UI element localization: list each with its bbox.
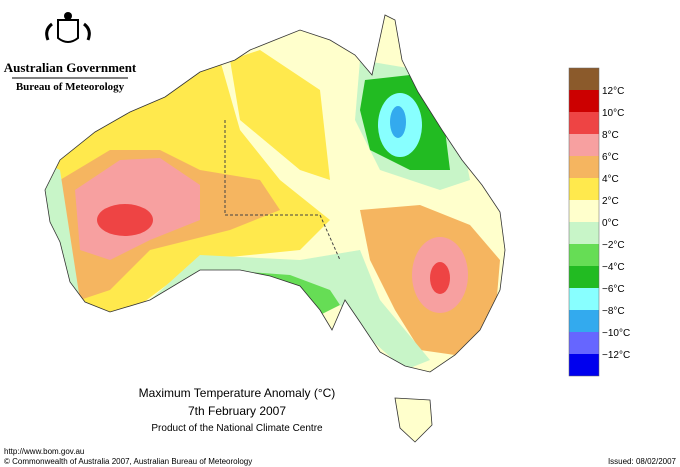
legend-swatch: [569, 200, 599, 222]
legend-label: −4°C: [602, 262, 625, 273]
legend-swatch: [569, 68, 599, 90]
legend-frame: [568, 67, 600, 377]
legend-swatch: [569, 332, 599, 354]
legend: 12°C 10°C 8°C 6°C 4°C 2°C 0°C −2°C −4°C −6°C −8°C −…: [568, 67, 630, 377]
legend-swatch: [569, 134, 599, 156]
legend-swatch: [569, 178, 599, 200]
legend-swatch: [569, 354, 599, 376]
issued: Issued: 08/02/2007: [608, 457, 677, 466]
legend-swatch: [569, 156, 599, 178]
legend-label: −10°C: [602, 328, 630, 339]
legend-label: −6°C: [602, 284, 625, 295]
legend-label: 8°C: [602, 130, 619, 141]
map-product: Product of the National Climate Centre: [151, 423, 323, 434]
agency: Bureau of Meteorology: [16, 81, 125, 93]
legend-label: −8°C: [602, 306, 625, 317]
tasmania: [394, 397, 433, 443]
government: Australian Government: [4, 60, 137, 75]
legend-label: 6°C: [602, 152, 619, 163]
legend-label: 2°C: [602, 196, 619, 207]
legend-swatch: [569, 310, 599, 332]
legend-label: 12°C: [602, 86, 624, 97]
legend-label: 0°C: [602, 218, 619, 229]
emblem: [45, 12, 91, 43]
legend-label: −2°C: [602, 240, 625, 251]
copyright: © Commonwealth of Australia 2007, Austra…: [4, 457, 252, 466]
url: http://www.bom.gov.au: [4, 447, 84, 456]
legend-label: 10°C: [602, 108, 624, 119]
legend-swatch: [569, 288, 599, 310]
map-date: 7th February 2007: [188, 404, 286, 418]
legend-swatch: [569, 266, 599, 288]
legend-swatch: [569, 244, 599, 266]
legend-swatch: [569, 90, 599, 112]
map-title: Maximum Temperature Anomaly (°C): [139, 386, 336, 400]
legend-label: −12°C: [602, 350, 630, 361]
legend-swatch: [569, 222, 599, 244]
legend-swatch: [569, 112, 599, 134]
legend-label: 4°C: [602, 174, 619, 185]
